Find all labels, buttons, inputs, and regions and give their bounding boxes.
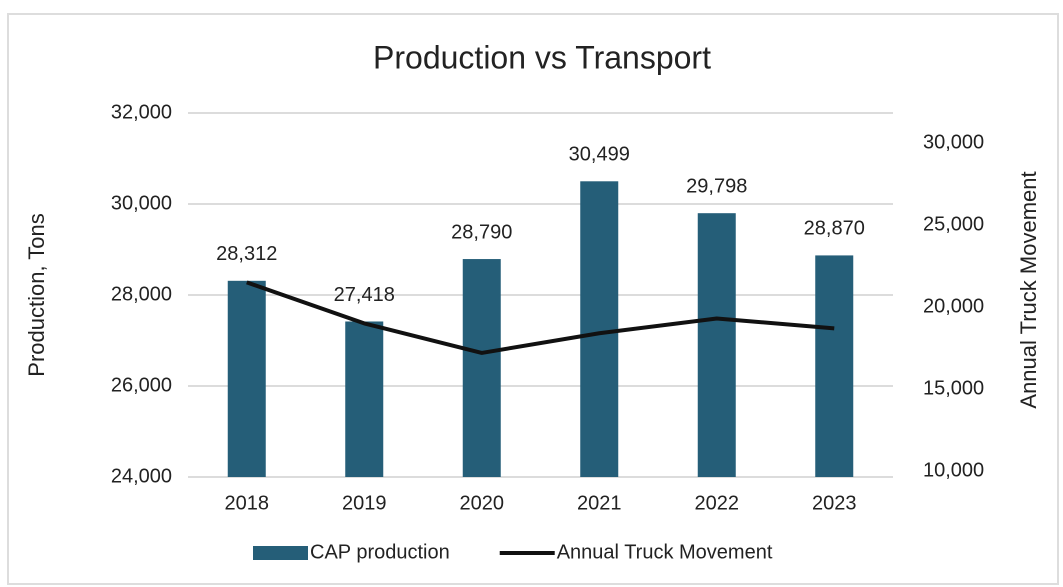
x-tick-label: 2023: [812, 492, 857, 514]
y2-tick-label: 30,000: [923, 131, 984, 153]
bar: [580, 181, 619, 477]
y-axis-label: Production, Tons: [24, 213, 49, 376]
chart-frame: [7, 13, 1059, 585]
x-tick-label: 2019: [342, 492, 387, 514]
y-tick-label: 30,000: [111, 192, 172, 214]
y-tick-label: 32,000: [111, 101, 172, 123]
legend-swatch: [253, 546, 308, 560]
data-label: 30,499: [569, 144, 630, 166]
y2-tick-label: 10,000: [923, 459, 984, 481]
line: [246, 280, 835, 355]
bar: [227, 280, 266, 477]
legend-label: Annual Truck Movement: [557, 541, 773, 563]
y2-axis-label: Annual Truck Movement: [1016, 171, 1041, 408]
data-label: 28,870: [804, 218, 865, 240]
y2-tick-label: 20,000: [923, 295, 984, 317]
legend-label: CAP production: [310, 541, 450, 563]
y-tick-label: 28,000: [111, 283, 172, 305]
y2-tick-label: 15,000: [923, 377, 984, 399]
bar: [462, 259, 501, 477]
x-tick-label: 2021: [577, 492, 622, 514]
data-label: 27,418: [334, 284, 395, 306]
chart-title: Production vs Transport: [373, 39, 711, 75]
data-label: 28,790: [451, 221, 512, 243]
x-tick-label: 2020: [460, 492, 505, 514]
x-tick-label: 2018: [225, 492, 270, 514]
y-tick-label: 26,000: [111, 374, 172, 396]
data-label: 29,798: [686, 175, 747, 197]
bar: [815, 255, 854, 477]
x-tick-label: 2022: [695, 492, 740, 514]
bar: [345, 321, 384, 477]
y-tick-label: 24,000: [111, 465, 172, 487]
bar: [697, 213, 736, 478]
y2-tick-label: 25,000: [923, 213, 984, 235]
data-label: 28,312: [216, 243, 277, 265]
